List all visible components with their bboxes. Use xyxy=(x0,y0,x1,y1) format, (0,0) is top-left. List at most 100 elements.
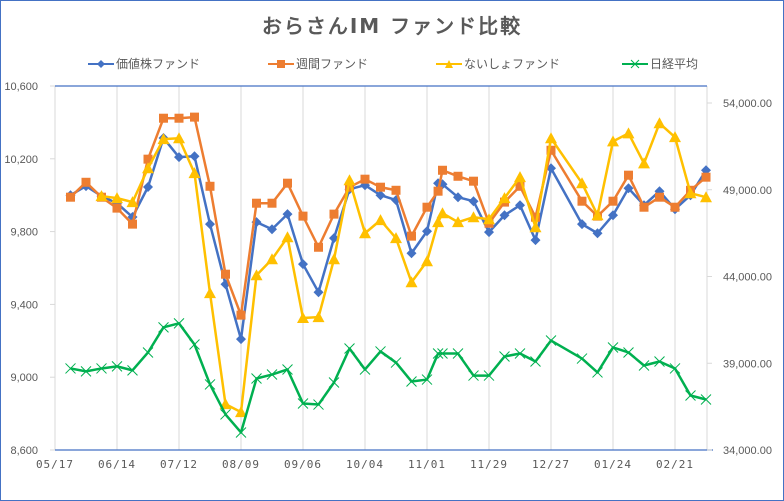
data-point-triangle xyxy=(684,187,697,199)
legend-label: 価値株ファンド xyxy=(116,57,201,71)
data-point-triangle xyxy=(204,287,216,299)
right-tick-label: 44,000.00 xyxy=(723,272,772,284)
data-point-x xyxy=(654,356,665,367)
data-point-square xyxy=(236,310,246,320)
x-tick-label: 09/06 xyxy=(284,458,322,471)
data-point-x xyxy=(607,342,619,353)
right-tick-label: 54,000.00 xyxy=(723,98,772,110)
data-point-square xyxy=(422,202,432,212)
legend-item: 価値株ファンド xyxy=(88,55,200,72)
data-point-triangle xyxy=(514,171,526,183)
data-point-x xyxy=(158,321,169,333)
data-point-diamond xyxy=(267,224,277,235)
data-point-diamond xyxy=(313,287,324,298)
data-point-triangle xyxy=(467,211,480,223)
x-tick-label: 10/04 xyxy=(346,458,384,471)
data-point-square xyxy=(639,202,649,212)
data-point-x xyxy=(235,427,247,438)
left-tick-label: 9,000 xyxy=(10,372,38,384)
x-tick-label: 07/12 xyxy=(160,458,198,471)
data-point-square xyxy=(453,171,463,181)
data-point-diamond xyxy=(189,151,200,162)
data-point-x xyxy=(483,370,495,381)
data-point-diamond xyxy=(298,259,308,270)
data-point-diamond xyxy=(406,248,417,259)
series-line xyxy=(70,322,707,434)
data-point-triangle xyxy=(607,135,619,147)
data-point-triangle xyxy=(436,207,449,219)
data-point-x xyxy=(375,346,386,357)
data-point-diamond xyxy=(468,196,479,207)
data-point-diamond xyxy=(282,209,293,220)
legend-label: ないしょファンド xyxy=(464,57,561,71)
data-point-x xyxy=(700,394,712,405)
left-tick-label: 10,600 xyxy=(4,81,38,93)
data-point-square xyxy=(624,170,633,180)
data-point-square xyxy=(360,174,370,184)
x-tick-label: 08/09 xyxy=(222,458,260,471)
data-point-square xyxy=(283,178,292,188)
x-tick-label: 06/14 xyxy=(98,458,136,471)
data-point-x xyxy=(313,399,324,410)
data-point-x xyxy=(452,348,464,359)
data-point-square xyxy=(329,209,339,219)
right-tick-label: 39,000.00 xyxy=(723,358,772,370)
data-point-square xyxy=(221,269,230,279)
data-point-triangle xyxy=(250,269,263,281)
data-point-x xyxy=(685,390,696,401)
x-tick-label: 02/21 xyxy=(656,458,694,471)
data-point-triangle xyxy=(359,227,371,239)
legend-marker-diamond-icon xyxy=(88,59,114,68)
data-point-square xyxy=(174,113,184,123)
x-tick-label: 11/01 xyxy=(408,458,446,471)
right-tick-label: 49,000.00 xyxy=(723,185,772,197)
data-point-x xyxy=(437,348,448,359)
data-point-x xyxy=(65,363,76,374)
data-point-diamond xyxy=(499,210,510,221)
data-point-x xyxy=(204,379,216,390)
data-point-diamond xyxy=(174,152,184,163)
data-point-x xyxy=(545,335,557,346)
data-point-square xyxy=(267,198,277,208)
data-point-x xyxy=(514,348,526,359)
data-point-diamond xyxy=(422,226,432,237)
data-point-triangle xyxy=(653,117,666,129)
data-point-triangle xyxy=(405,276,418,288)
data-point-x xyxy=(251,373,262,384)
data-point-square xyxy=(314,242,323,252)
legend-label: 日経平均 xyxy=(650,57,699,71)
data-point-x xyxy=(220,409,231,420)
data-point-square xyxy=(438,165,447,175)
data-point-x xyxy=(406,376,417,387)
data-point-triangle xyxy=(700,191,712,203)
data-point-triangle xyxy=(281,231,294,243)
data-point-x xyxy=(359,364,371,375)
legend-label: 週間ファンド xyxy=(296,57,369,71)
data-point-triangle xyxy=(432,216,445,228)
data-point-square xyxy=(515,181,525,191)
legend-item: 日経平均 xyxy=(622,55,698,72)
data-point-x xyxy=(576,353,588,364)
data-point-x xyxy=(297,398,309,409)
x-tick-label: 01/24 xyxy=(594,458,632,471)
data-point-square xyxy=(391,185,401,195)
left-tick-label: 9,800 xyxy=(10,227,38,239)
data-point-square xyxy=(205,181,215,191)
data-point-triangle xyxy=(188,167,201,179)
data-point-x xyxy=(111,361,123,372)
data-point-diamond xyxy=(623,183,634,194)
data-point-x xyxy=(432,348,444,359)
data-point-square xyxy=(298,211,308,221)
data-point-x xyxy=(344,343,355,354)
chart-title: おらさんIM ファンド比較 xyxy=(261,14,523,38)
data-point-triangle xyxy=(669,131,681,143)
data-point-square xyxy=(143,154,153,164)
data-point-triangle xyxy=(297,312,309,324)
data-point-triangle xyxy=(390,232,402,244)
data-point-x xyxy=(499,351,510,362)
data-point-x xyxy=(669,363,681,374)
data-point-triangle xyxy=(95,190,108,202)
data-point-square xyxy=(407,231,416,241)
